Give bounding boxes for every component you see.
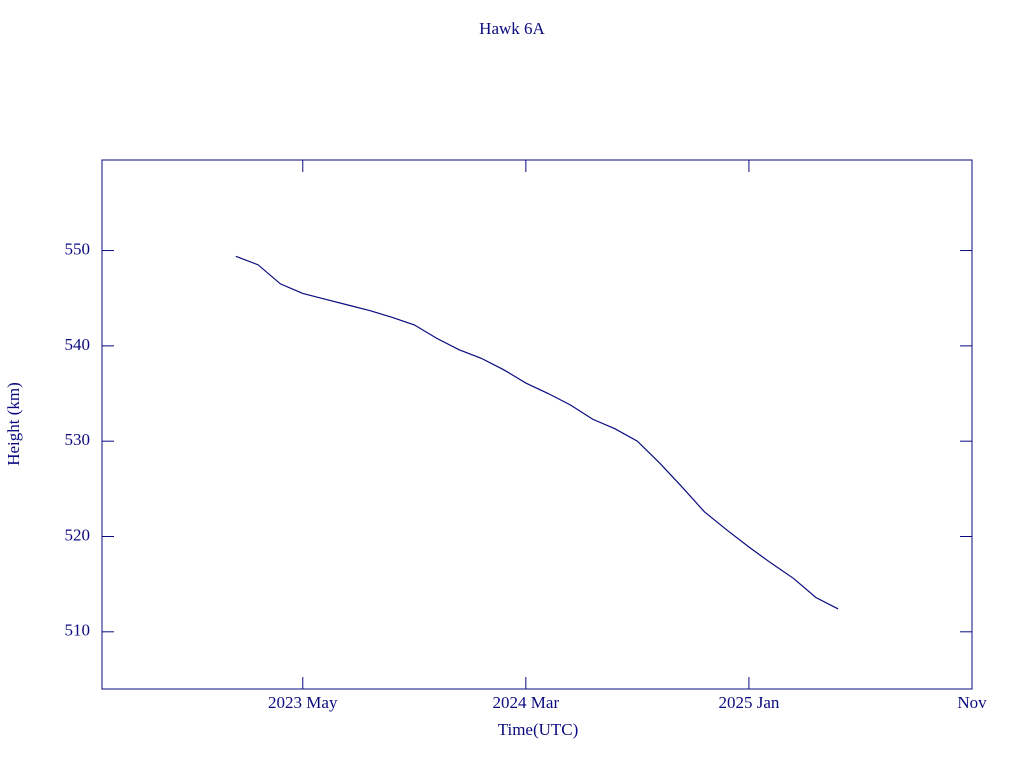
y-tick-label: 530 xyxy=(65,430,91,449)
x-tick-label: 2024 Mar xyxy=(493,693,560,712)
data-line xyxy=(235,255,839,610)
plot-frame xyxy=(101,159,973,690)
x-tick-label: 2025 Jan xyxy=(718,693,779,712)
y-tick-label: 540 xyxy=(65,335,91,354)
x-tick-label: 2023 May xyxy=(268,693,338,712)
y-axis-label: Height (km) xyxy=(4,382,23,466)
x-tick-label: Nov xyxy=(957,693,987,712)
chart-title: Hawk 6A xyxy=(479,19,545,38)
y-tick-label: 520 xyxy=(65,525,91,544)
x-axis-label: Time(UTC) xyxy=(498,720,579,739)
y-tick-label: 550 xyxy=(65,239,91,258)
y-tick-label: 510 xyxy=(65,621,91,640)
